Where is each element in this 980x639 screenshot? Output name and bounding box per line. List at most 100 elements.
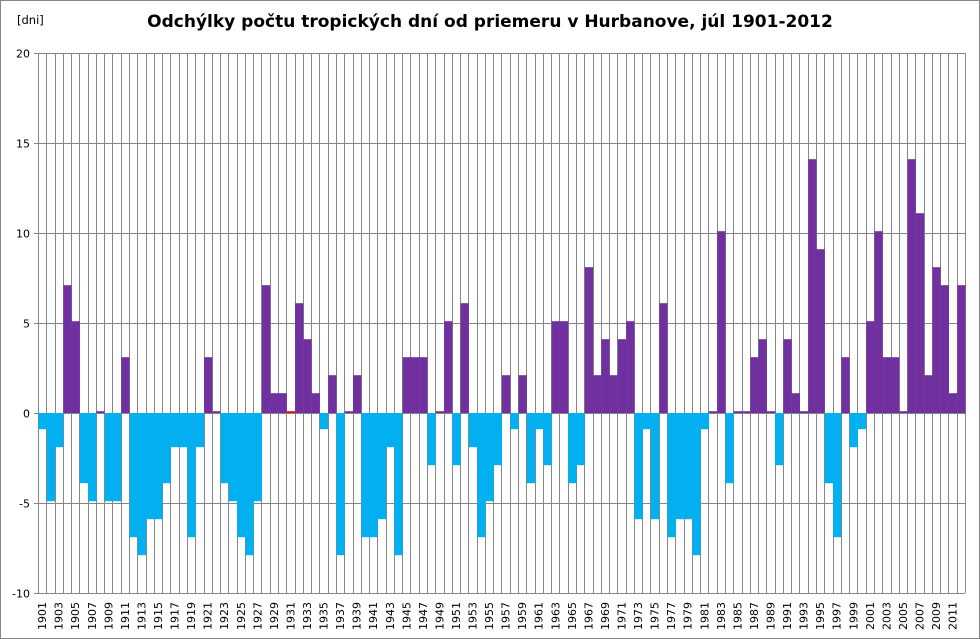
bar-1957: [502, 375, 511, 413]
bar-1987: [750, 357, 759, 413]
x-tick-label: 1903: [53, 602, 66, 630]
bar-1996: [824, 413, 834, 484]
bar-1962: [543, 413, 552, 466]
bar-2006: [907, 159, 916, 413]
bar-1911: [121, 357, 130, 413]
bar-1908: [96, 411, 105, 413]
bar-1929: [270, 393, 279, 413]
x-tick-label: 1991: [781, 602, 794, 630]
bar-1984: [725, 413, 734, 484]
x-tick-label: 2005: [897, 602, 910, 630]
x-tick-label: 1969: [599, 602, 612, 630]
y-tick-label: -5: [19, 498, 30, 511]
bar-1965: [568, 413, 577, 484]
x-tick-label: 1987: [748, 602, 761, 630]
bar-1950: [444, 321, 453, 413]
bar-1955: [485, 413, 494, 502]
bar-1941: [369, 413, 378, 538]
x-tick-label: 1989: [764, 602, 777, 630]
bar-1990: [775, 413, 784, 466]
bar-1951: [452, 413, 461, 466]
bar-1974: [642, 413, 651, 430]
bar-1936: [328, 375, 337, 413]
bar-1948: [427, 413, 436, 466]
x-tick-label: 1971: [616, 602, 629, 630]
bar-1997: [833, 413, 842, 538]
bar-1972: [626, 321, 635, 413]
x-tick-label: 1939: [351, 602, 364, 630]
x-tick-label: 1933: [301, 602, 314, 630]
bar-1964: [559, 321, 569, 413]
x-tick-label: 1905: [69, 602, 82, 630]
x-tick-label: 1997: [831, 602, 844, 630]
x-tick-label: 1957: [500, 602, 513, 630]
bar-1923: [220, 413, 229, 484]
x-tick-label: 2001: [864, 602, 877, 630]
bar-1945: [402, 357, 411, 413]
x-tick-label: 1999: [847, 602, 860, 630]
y-tick-label: 5: [23, 318, 30, 331]
x-tick-label: 1907: [86, 602, 99, 630]
x-tick-label: 1975: [649, 602, 662, 630]
x-tick-label: 1955: [483, 602, 496, 630]
bar-1915: [154, 413, 163, 520]
bar-1992: [791, 393, 800, 413]
x-tick-label: 2007: [913, 602, 926, 630]
bar-1926: [245, 413, 254, 556]
bar-1973: [634, 413, 643, 520]
x-tick-label: 1929: [268, 602, 281, 630]
bar-1953: [468, 413, 478, 448]
x-tick-label: 1981: [698, 602, 711, 630]
bar-1995: [816, 249, 825, 413]
bar-1947: [419, 357, 428, 413]
bar-1958: [510, 413, 519, 430]
x-tick-label: 1959: [516, 602, 529, 630]
bar-1956: [493, 413, 502, 466]
bar-1971: [617, 339, 627, 413]
bar-1902: [46, 413, 56, 502]
x-tick-label: 1979: [682, 602, 695, 630]
bar-1913: [137, 413, 147, 556]
bar-1932: [295, 303, 304, 413]
x-tick-label: 1945: [400, 602, 413, 630]
bar-1922: [212, 411, 221, 413]
y-tick-label: 10: [16, 228, 30, 241]
bar-1921: [204, 357, 213, 413]
bar-1927: [253, 413, 262, 502]
bar-2000: [857, 413, 867, 430]
x-tick-label: 1901: [36, 602, 49, 630]
bar-2002: [874, 231, 883, 413]
x-tick-label: 1915: [152, 602, 165, 630]
x-tick-label: 1951: [450, 602, 463, 630]
x-tick-label: 1967: [582, 602, 595, 630]
y-tick-label: -10: [12, 588, 30, 601]
bar-2005: [899, 411, 908, 413]
bar-1919: [187, 413, 196, 538]
x-tick-label: 1923: [218, 602, 231, 630]
bar-1991: [783, 339, 792, 413]
bar-1952: [460, 303, 469, 413]
bar-1970: [609, 375, 618, 413]
bar-1939: [353, 375, 362, 413]
x-tick-label: 1977: [665, 602, 678, 630]
bar-2003: [882, 357, 892, 413]
bar-1920: [195, 413, 205, 448]
bar-1910: [112, 413, 122, 502]
bar-1949: [435, 411, 445, 413]
bar-1994: [808, 159, 817, 413]
x-tick-label: 1985: [731, 602, 744, 630]
x-tick-label: 1943: [384, 602, 397, 630]
bar-1918: [179, 413, 188, 448]
bar-1943: [386, 413, 395, 448]
x-tick-label: 1941: [367, 602, 380, 630]
y-tick-label: 0: [23, 408, 30, 421]
bar-1933: [303, 339, 312, 413]
bar-2011: [948, 393, 958, 413]
bar-1998: [841, 357, 850, 413]
bar-1982: [708, 411, 718, 413]
x-tick-label: 1917: [169, 602, 182, 630]
bar-1909: [104, 413, 113, 502]
bar-2012: [957, 285, 966, 413]
bar-1999: [849, 413, 858, 448]
